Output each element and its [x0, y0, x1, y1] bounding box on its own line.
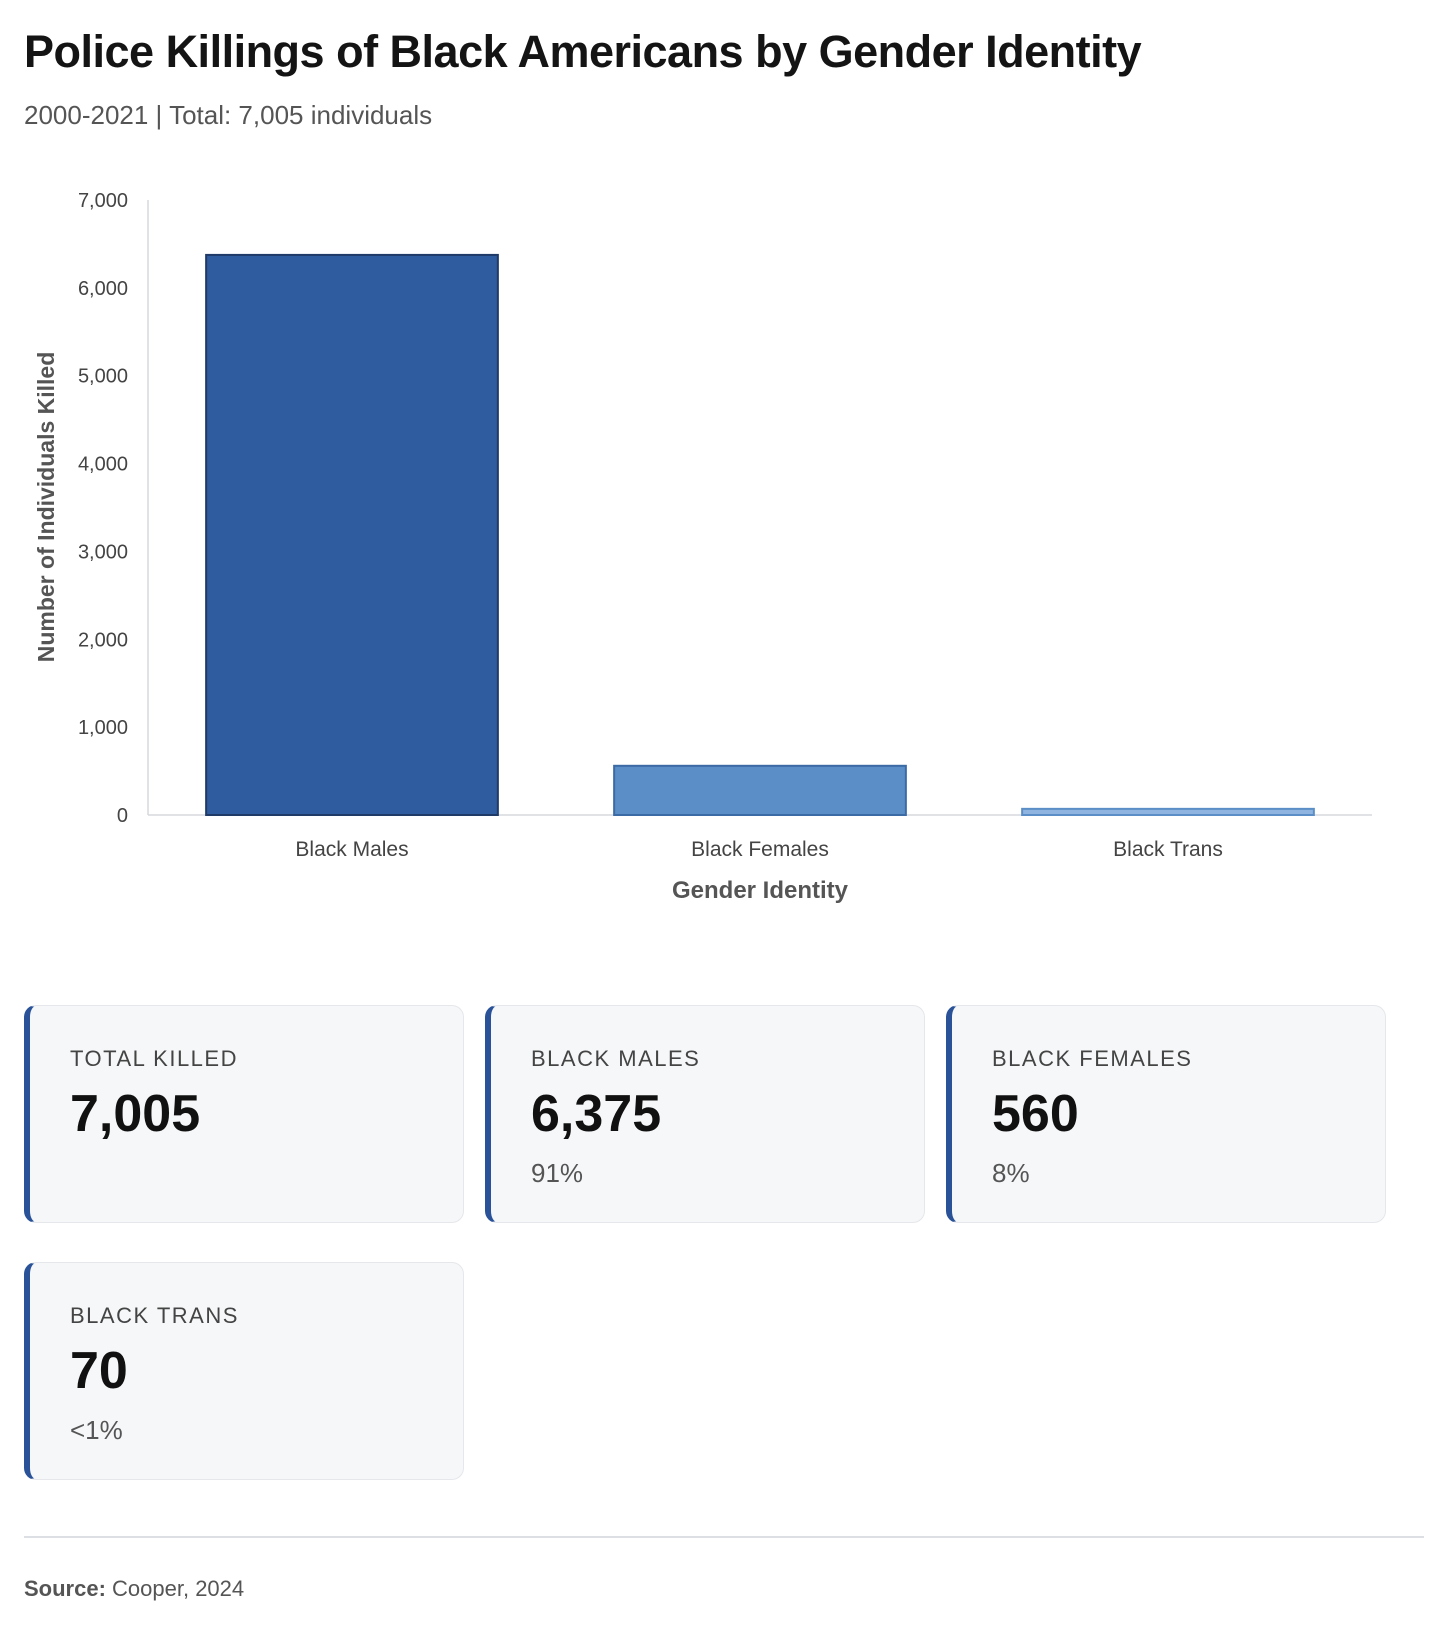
- bar: [205, 253, 499, 817]
- x-tick-label: Black Females: [691, 838, 829, 861]
- y-axis-title: Number of Individuals Killed: [33, 352, 59, 663]
- footer-divider: [24, 1536, 1424, 1538]
- y-tick-label: 2,000: [78, 629, 128, 651]
- stat-label: TOTAL KILLED: [70, 1046, 238, 1071]
- y-tick-label: 6,000: [78, 278, 128, 300]
- bar: [1021, 807, 1315, 816]
- bar-chart-svg: Number of Individuals Killed Gender Iden…: [33, 190, 1372, 904]
- y-tick-label: 1,000: [78, 717, 128, 739]
- x-tick-label: Black Males: [295, 838, 408, 861]
- y-tick-label: 7,000: [78, 190, 128, 212]
- stat-value: 70: [70, 1342, 128, 1400]
- y-tick-label: 4,000: [78, 454, 128, 476]
- bar: [613, 764, 907, 816]
- stat-label: BLACK TRANS: [70, 1303, 239, 1328]
- stat-card-black-males: BLACK MALES 6,375 91%: [485, 1005, 925, 1223]
- stat-card-black-trans: BLACK TRANS 70 <1%: [24, 1262, 464, 1480]
- y-tick-label: 3,000: [78, 541, 128, 563]
- stat-percent: 91%: [531, 1158, 584, 1188]
- stat-percent: <1%: [70, 1415, 123, 1445]
- x-tick-label: Black Trans: [1113, 838, 1223, 861]
- stat-label: BLACK FEMALES: [992, 1046, 1193, 1071]
- y-tick-label: 5,000: [78, 366, 128, 388]
- source-text: Cooper, 2024: [105, 1576, 245, 1601]
- x-axis-title: Gender Identity: [672, 877, 849, 904]
- page-subtitle: 2000-2021 | Total: 7,005 individuals: [24, 100, 433, 130]
- stat-label: BLACK MALES: [531, 1046, 701, 1071]
- y-tick-label: 0: [117, 805, 128, 827]
- stat-value: 7,005: [70, 1085, 201, 1143]
- bar-chart: Number of Individuals Killed Gender Iden…: [24, 190, 1424, 950]
- stat-card-black-females: BLACK FEMALES 560 8%: [946, 1005, 1386, 1223]
- source-label: Source:: [24, 1576, 106, 1601]
- stat-value: 6,375: [531, 1085, 662, 1143]
- stat-card-total: TOTAL KILLED 7,005: [24, 1005, 464, 1223]
- page-title: Police Killings of Black Americans by Ge…: [24, 26, 1142, 77]
- stat-percent: 8%: [992, 1158, 1030, 1188]
- source-note: Source: Cooper, 2024: [24, 1576, 244, 1602]
- stat-value: 560: [992, 1085, 1079, 1143]
